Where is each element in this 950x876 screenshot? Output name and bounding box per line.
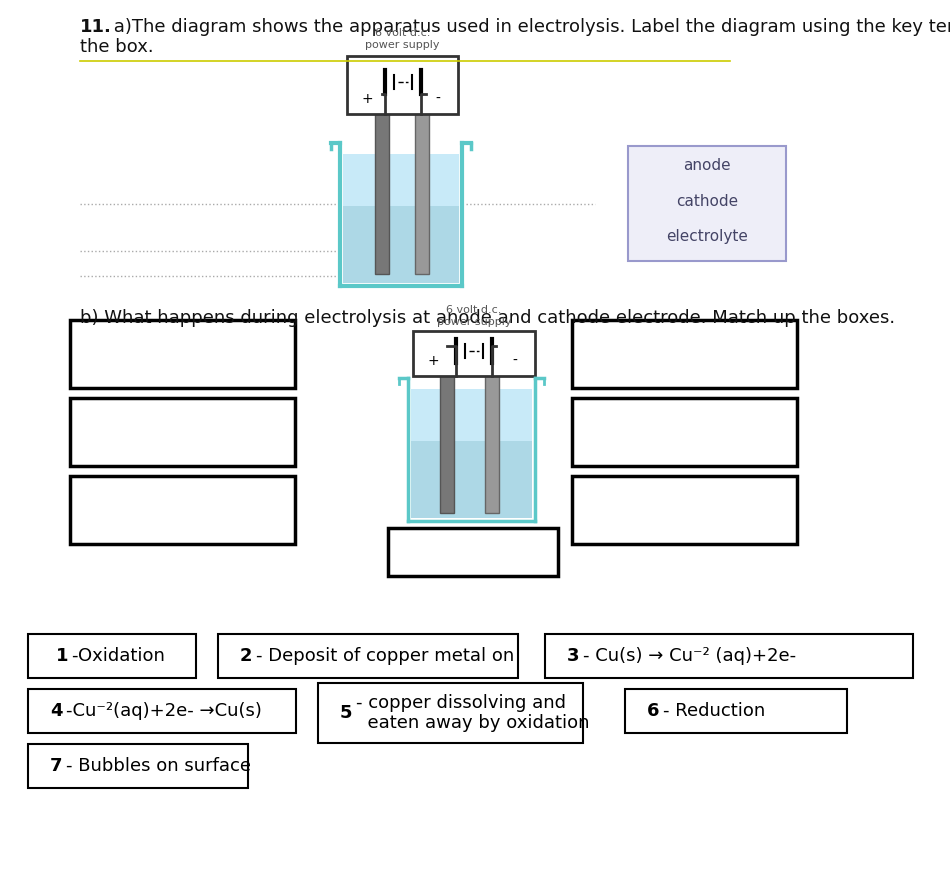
Text: 6 volt d.c.
power supply: 6 volt d.c. power supply [437,306,511,327]
Text: -: - [435,92,441,106]
Text: a)The diagram shows the apparatus used in electrolysis. Label the diagram using : a)The diagram shows the apparatus used i… [108,18,950,36]
Text: -Cu⁻²(aq)+2e- →Cu(s): -Cu⁻²(aq)+2e- →Cu(s) [66,702,262,720]
Bar [572,476,797,544]
Bar [545,634,913,678]
Text: 11.: 11. [80,18,112,36]
Text: electrolyte: electrolyte [666,229,748,244]
Bar [70,398,295,466]
Text: +: + [361,92,372,106]
Text: 5: 5 [340,704,352,722]
Bar [388,528,558,576]
Bar [415,108,429,274]
Bar [28,744,248,788]
Bar [485,352,499,513]
Text: 1: 1 [56,647,68,665]
Text: b) What happens during electrolysis at anode and cathode electrode. Match up the: b) What happens during electrolysis at a… [80,309,895,327]
Bar [411,441,532,518]
Text: -Oxidation: -Oxidation [71,647,165,665]
Text: - Bubbles on surface: - Bubbles on surface [66,757,251,775]
Text: - Cu(s) → Cu⁻² (aq)+2e-: - Cu(s) → Cu⁻² (aq)+2e- [583,647,796,665]
Bar [440,352,454,513]
Bar [375,108,389,274]
Text: +: + [428,354,439,368]
Bar [343,154,459,283]
Bar [218,634,518,678]
Bar [28,634,196,678]
Bar [343,206,459,283]
Text: 3: 3 [567,647,580,665]
Text: - Deposit of copper metal on: - Deposit of copper metal on [256,647,514,665]
Text: - copper dissolving and
  eaten away by oxidation: - copper dissolving and eaten away by ox… [356,694,590,732]
Bar [347,56,458,114]
Bar [413,331,535,376]
Text: 6 volt d.c.
power supply: 6 volt d.c. power supply [365,28,440,50]
Bar [70,476,295,544]
Bar [70,320,295,388]
Text: cathode: cathode [676,194,738,208]
Bar [625,689,847,733]
Bar [572,320,797,388]
Text: anode: anode [683,159,731,173]
Bar [572,398,797,466]
Text: -: - [513,354,518,368]
Bar [628,146,786,261]
Bar [28,689,296,733]
Text: 2: 2 [239,647,253,665]
Text: the box.: the box. [80,38,154,56]
Bar [411,389,532,518]
Text: 4: 4 [49,702,63,720]
Text: - Reduction: - Reduction [663,702,766,720]
Text: 7: 7 [49,757,63,775]
Bar [318,683,583,743]
Text: 6: 6 [647,702,659,720]
